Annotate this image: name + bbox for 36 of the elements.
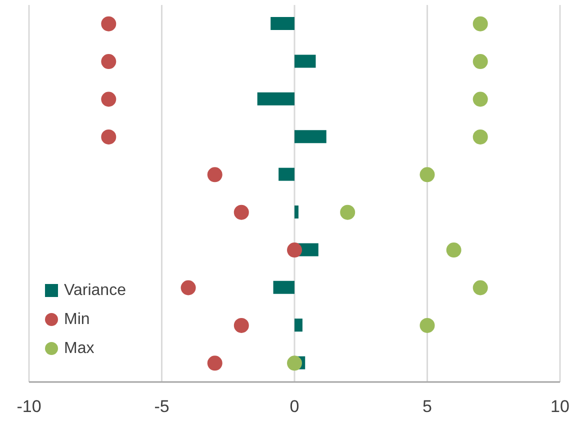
point	[420, 167, 435, 182]
bar	[273, 280, 294, 294]
point	[101, 129, 116, 144]
point	[234, 318, 249, 333]
point	[234, 204, 249, 220]
point	[207, 167, 222, 182]
point	[340, 204, 356, 220]
point	[472, 129, 488, 144]
point	[472, 54, 488, 70]
x-tick-label: -10	[16, 397, 42, 416]
bar	[294, 130, 326, 144]
legend-label: Max	[64, 339, 94, 359]
point	[472, 92, 488, 107]
point	[101, 92, 116, 107]
point	[287, 356, 302, 371]
bar	[294, 206, 298, 218]
bar	[257, 92, 294, 106]
bar	[294, 318, 302, 332]
point	[180, 280, 196, 296]
x-tick-label: 5	[422, 397, 432, 416]
point	[101, 16, 116, 32]
point	[207, 356, 222, 371]
bar	[294, 54, 316, 68]
bar	[278, 168, 294, 181]
point	[101, 54, 116, 70]
legend-label: Variance	[64, 281, 126, 301]
x-tick-label: -5	[154, 397, 170, 416]
point	[446, 242, 462, 258]
point	[287, 242, 302, 258]
point	[420, 318, 435, 333]
point	[472, 16, 488, 32]
point	[472, 280, 488, 296]
legend-label: Min	[64, 310, 90, 330]
x-tick-label: 0	[290, 397, 300, 416]
x-tick-label: 10	[550, 397, 570, 416]
bar	[270, 17, 294, 30]
